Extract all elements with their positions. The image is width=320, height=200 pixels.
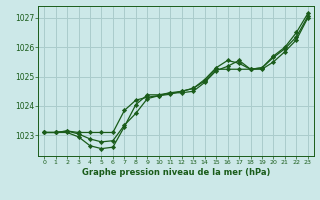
X-axis label: Graphe pression niveau de la mer (hPa): Graphe pression niveau de la mer (hPa): [82, 168, 270, 177]
